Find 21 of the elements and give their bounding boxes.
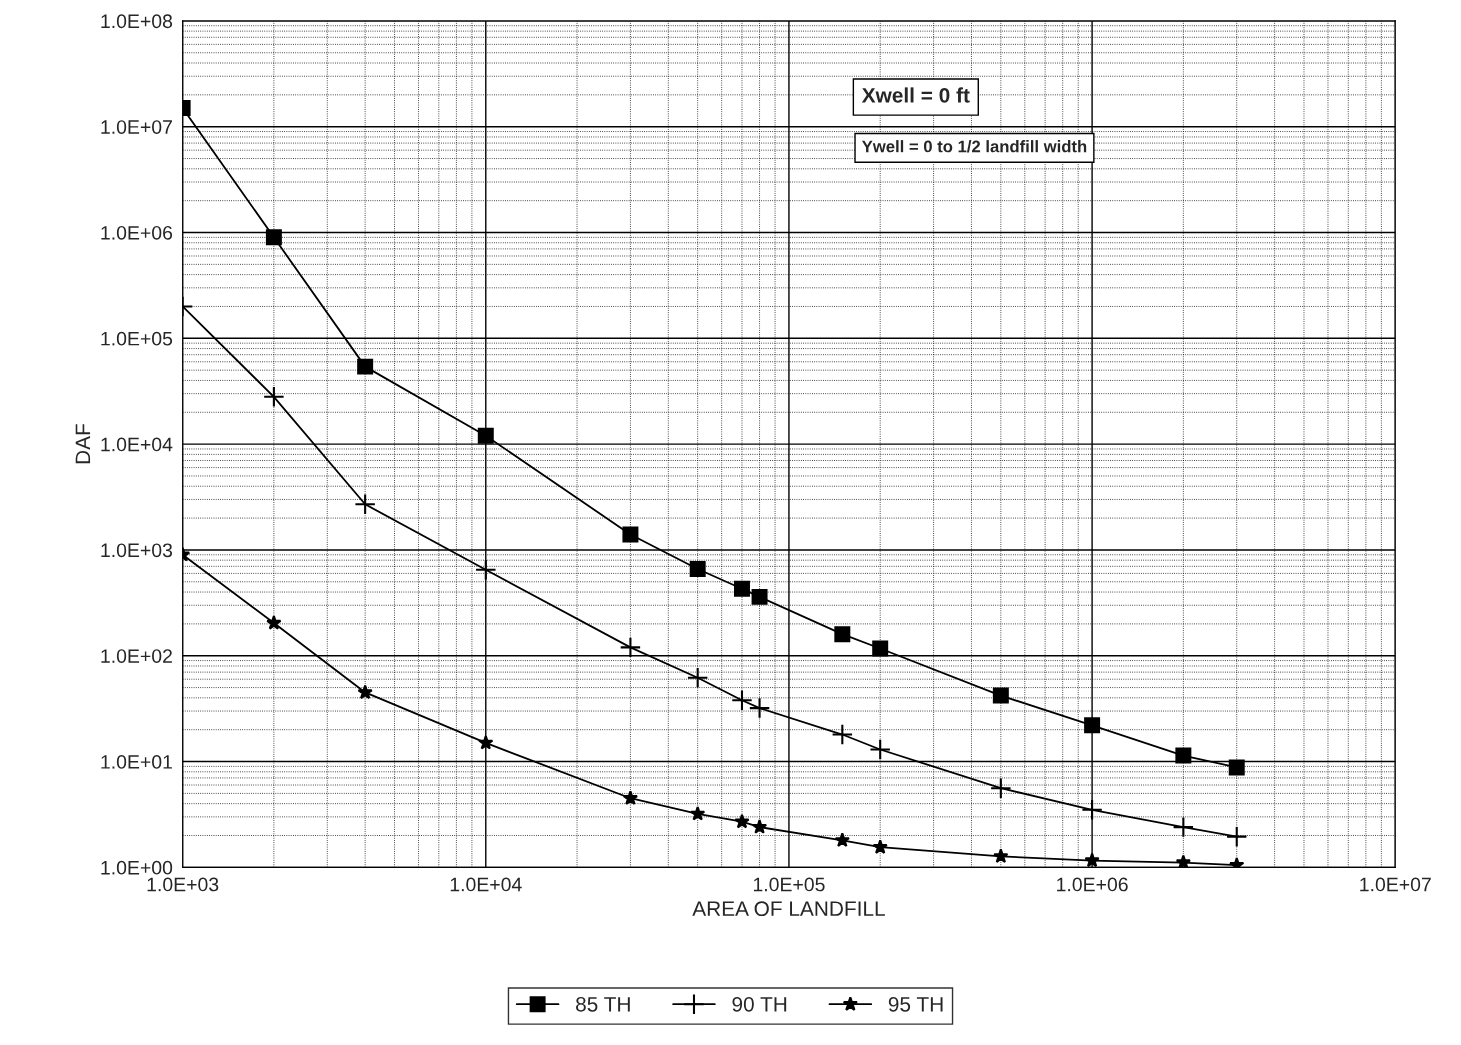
annotation: Ywell = 0 to 1/2 landfill width	[861, 140, 1087, 153]
y-tick-label: 1.0E+00	[101, 860, 173, 875]
y-tick-label: 1.0E+02	[101, 649, 172, 663]
annotation: Xwell = 0 ft	[861, 87, 970, 103]
x-tick-label: 1.0E+03	[147, 877, 219, 892]
y-tick-label: 1.0E+07	[101, 120, 172, 134]
x-tick-label: 1.0E+05	[753, 877, 825, 892]
x-tick-label: 1.0E+06	[1057, 877, 1128, 892]
legend-label: 85 TH	[576, 996, 630, 1012]
y-axis-title: DAF	[75, 424, 91, 464]
legend-label: 90 TH	[732, 996, 787, 1012]
y-tick-label: 1.0E+01	[101, 755, 172, 769]
y-tick-label: 1.0E+04	[101, 437, 173, 452]
x-tick-label: 1.0E+07	[1360, 877, 1431, 892]
y-tick-label: 1.0E+03	[101, 543, 173, 558]
y-tick-label: 1.0E+08	[101, 14, 173, 29]
legend-label: 95 TH	[888, 996, 943, 1012]
y-tick-label: 1.0E+05	[101, 331, 173, 346]
x-axis-title: AREA OF LANDFILL	[692, 901, 885, 917]
y-tick-label: 1.0E+06	[101, 225, 173, 240]
x-tick-label: 1.0E+04	[450, 877, 522, 892]
